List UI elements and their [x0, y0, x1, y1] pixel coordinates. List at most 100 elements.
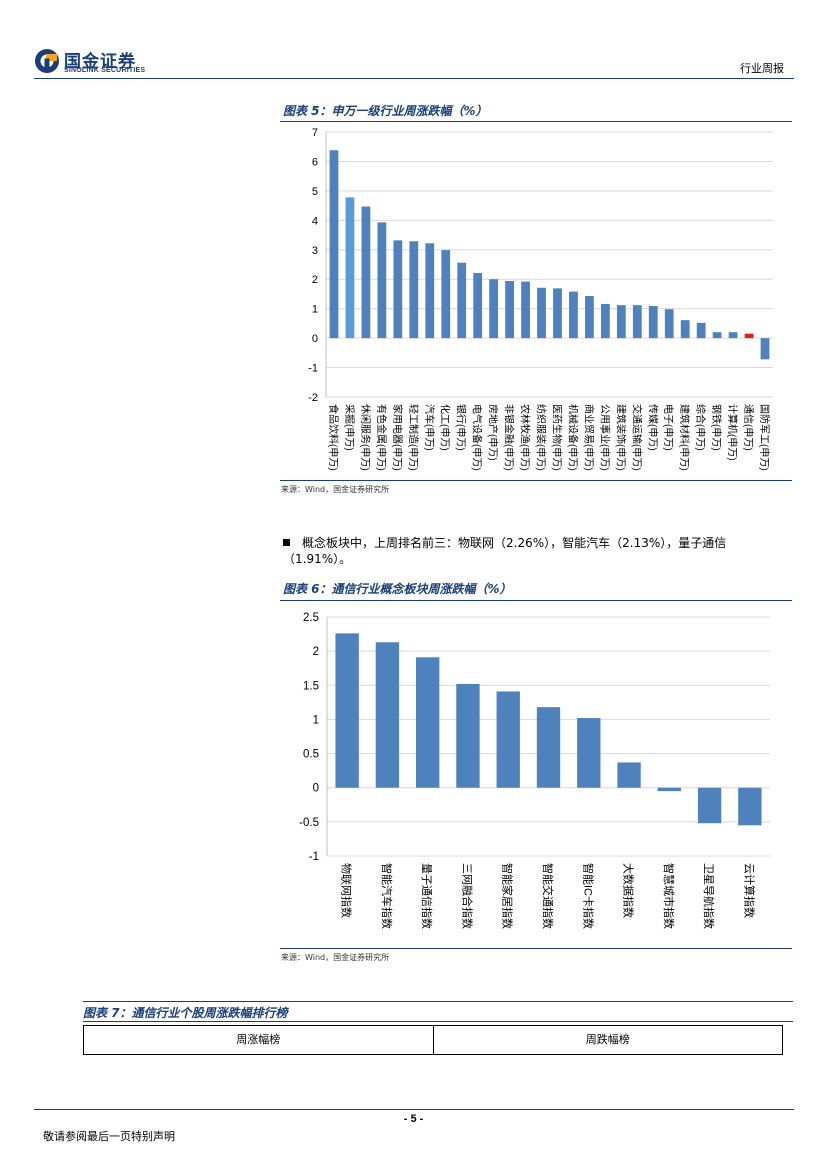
weekly-gainers-header: 周涨幅榜 — [84, 1026, 434, 1054]
x-category-label: 智能交通指数 — [541, 863, 555, 929]
x-category-label: 有色金属(申万) — [375, 404, 388, 471]
bar — [521, 281, 530, 339]
bar — [553, 288, 562, 339]
x-category-label: 物联网指数 — [340, 863, 354, 918]
x-category-label: 量子通信指数 — [420, 863, 434, 929]
figure6-top-rule — [280, 600, 792, 601]
x-category-label: 国防军工(申万) — [758, 404, 771, 471]
x-category-label: 综合(申万) — [694, 404, 707, 451]
figure6-chart: 2.5 2 1.5 1 0.5 0 -0.5 -1 物联网指数 智能汽车指数 量子通信指数 三网融合指… — [299, 612, 770, 929]
x-category-label: 建筑材料(申万) — [678, 404, 691, 471]
bar — [505, 280, 514, 339]
bar — [441, 250, 451, 339]
y-tick-label: 5 — [312, 186, 318, 198]
page-number: - 5 - — [403, 1113, 424, 1125]
bar — [536, 707, 561, 788]
y-tick-label: -1 — [308, 363, 318, 375]
sinolink-logo-icon — [35, 49, 59, 73]
concept-summary-text: 概念板块中，上周排名前三：物联网（2.26%），智能汽车（2.13%），量子通信… — [283, 536, 727, 566]
bar — [616, 305, 626, 339]
figure5-top-rule — [280, 121, 792, 122]
x-category-label: 农林牧渔(申万) — [519, 404, 532, 471]
figure6-source: 来源：Wind，国金证券研究所 — [281, 953, 390, 962]
bar — [728, 332, 738, 339]
bar — [457, 262, 467, 339]
x-category-label: 交通运输(申万) — [630, 404, 643, 471]
bar — [456, 683, 480, 788]
footer-disclaimer: 敬请参阅最后一页特别声明 — [43, 1130, 175, 1143]
bar — [329, 150, 339, 339]
bar — [744, 333, 754, 339]
bar — [738, 787, 762, 826]
bar — [375, 642, 400, 788]
x-category-label: 家用电器(申万) — [391, 404, 404, 471]
bar — [489, 279, 499, 339]
figure7-title: 图表 7：通信行业个股周涨跌幅排行榜 — [83, 1006, 288, 1020]
weekly-losers-header: 周跌幅榜 — [585, 1033, 630, 1046]
figure6-title: 图表 6：通信行业概念板块周涨跌幅（%） — [283, 582, 512, 596]
bar — [425, 243, 435, 339]
bar — [345, 197, 355, 339]
x-category-label: 建筑装饰(申万) — [614, 404, 627, 471]
x-category-label: 智慧城市指数 — [662, 863, 676, 929]
bar — [680, 320, 690, 339]
x-category-label: 智能家居指数 — [501, 863, 515, 929]
x-category-label: 非银金融(申万) — [503, 404, 516, 471]
figure5-source: 来源：Wind，国金证券研究所 — [281, 485, 390, 494]
y-tick-label: 1 — [312, 304, 318, 316]
logo-en-text: SINOLINK SECURITIES — [64, 67, 146, 74]
y-tick-label: 2.5 — [303, 612, 319, 624]
x-category-label: 通信(申万) — [742, 404, 755, 451]
report-type: 行业周报 — [740, 62, 784, 75]
x-category-label: 医药生物(申万) — [550, 404, 563, 471]
x-category-label: 大数据指数 — [622, 863, 636, 918]
x-category-label: 三网融合指数 — [460, 863, 474, 929]
x-category-label: 电子(申万) — [662, 404, 675, 451]
y-tick-label: -2 — [308, 392, 318, 404]
y-tick-label: 1 — [313, 714, 319, 726]
bar — [569, 291, 578, 339]
footer-divider — [34, 1109, 794, 1110]
x-category-label: 智能IC卡指数 — [581, 863, 595, 929]
logo-cn-text: 国金证券 — [64, 52, 136, 72]
bar — [577, 718, 601, 788]
x-category-label: 汽车(申万) — [423, 404, 436, 451]
x-category-label: 电气设备(申万) — [471, 404, 484, 471]
bar — [760, 338, 770, 360]
y-tick-label: -1 — [309, 851, 319, 863]
bar — [696, 322, 706, 339]
x-category-label: 机械设备(申万) — [566, 404, 579, 471]
y-tick-label: 0 — [313, 783, 319, 795]
bar — [496, 691, 520, 788]
concept-summary-paragraph: 概念板块中，上周排名前三：物联网（2.26%），智能汽车（2.13%），量子通信… — [283, 535, 788, 567]
figure5-bottom-rule — [280, 480, 792, 481]
x-category-label: 传媒(申万) — [646, 404, 659, 451]
x-category-label: 纺织服装(申万) — [535, 404, 548, 471]
figure5-chart: 7 6 5 4 3 2 1 0 -1 -2 食品饮料(申万) 采掘(申万) 休闲服务(申万) 有色金属(申… — [308, 127, 773, 471]
x-category-label: 智能汽车指数 — [380, 863, 394, 929]
bar — [537, 287, 546, 339]
bar — [664, 309, 674, 339]
bar — [712, 332, 722, 339]
x-category-label: 卫星导航指数 — [702, 863, 716, 929]
x-category-label: 休闲服务(申万) — [359, 404, 372, 471]
bar — [657, 787, 681, 792]
y-tick-label: 2 — [312, 274, 318, 286]
x-category-label: 采掘(申万) — [343, 404, 356, 451]
bar — [416, 657, 440, 788]
y-tick-label: 0 — [312, 333, 318, 345]
figure7-top-rule — [83, 1001, 793, 1002]
bullet-square-icon — [283, 539, 290, 546]
figure6-bottom-rule — [280, 948, 792, 949]
x-category-label: 公用事业(申万) — [598, 404, 611, 471]
bar — [393, 240, 403, 339]
x-category-label: 银行(申万) — [455, 404, 468, 451]
bar — [585, 296, 594, 339]
bar — [361, 206, 371, 339]
x-category-label: 计算机(申万) — [726, 404, 739, 461]
bar — [335, 633, 359, 788]
x-category-label: 云计算指数 — [742, 863, 756, 918]
figure7-title-rule — [83, 1021, 793, 1022]
bar — [648, 306, 658, 339]
y-tick-label: 0.5 — [303, 749, 319, 761]
